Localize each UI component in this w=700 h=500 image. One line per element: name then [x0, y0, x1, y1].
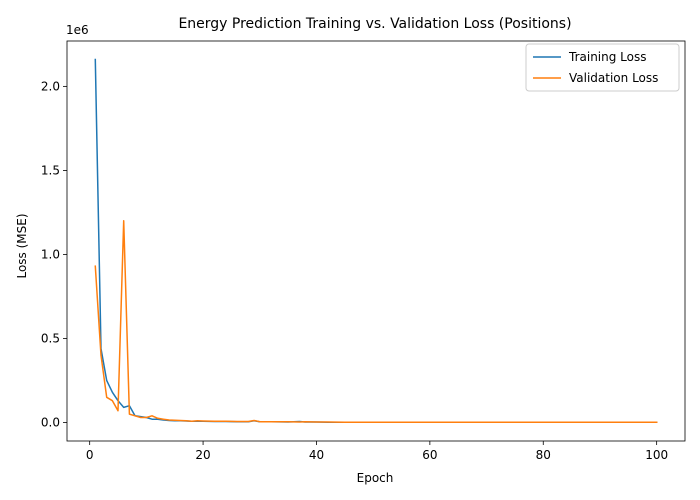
x-tick-label: 20 [195, 448, 210, 462]
chart-title: Energy Prediction Training vs. Validatio… [178, 16, 571, 32]
x-tick-label: 80 [536, 448, 551, 462]
legend-label-validation: Validation Loss [569, 71, 658, 85]
x-ticks: 0 20 40 60 80 100 [86, 441, 668, 462]
x-tick-label: 40 [309, 448, 324, 462]
y-tick-label: 1.0 [41, 247, 60, 261]
validation-loss-line [94, 220, 658, 424]
legend-label-training: Training Loss [568, 50, 646, 64]
legend-box [525, 43, 680, 92]
y-tick-label: 0.0 [41, 416, 60, 430]
y-ticks: 0.0 0.5 1.0 1.5 2.0 [41, 79, 67, 430]
y-offset-label: 1e6 [66, 23, 89, 37]
legend: Training Loss Validation Loss [525, 43, 680, 92]
x-axis-label: Epoch [357, 471, 394, 485]
x-tick-label: 60 [422, 448, 437, 462]
x-tick-label: 100 [645, 448, 668, 462]
y-tick-label: 0.5 [41, 331, 60, 345]
y-tick-label: 2.0 [41, 79, 60, 93]
y-axis-label: Loss (MSE) [15, 213, 29, 278]
y-tick-label: 1.5 [41, 163, 60, 177]
plot-content [94, 58, 658, 424]
plot-frame [66, 40, 686, 442]
training-loss-line [94, 58, 658, 424]
x-tick-label: 0 [86, 448, 94, 462]
